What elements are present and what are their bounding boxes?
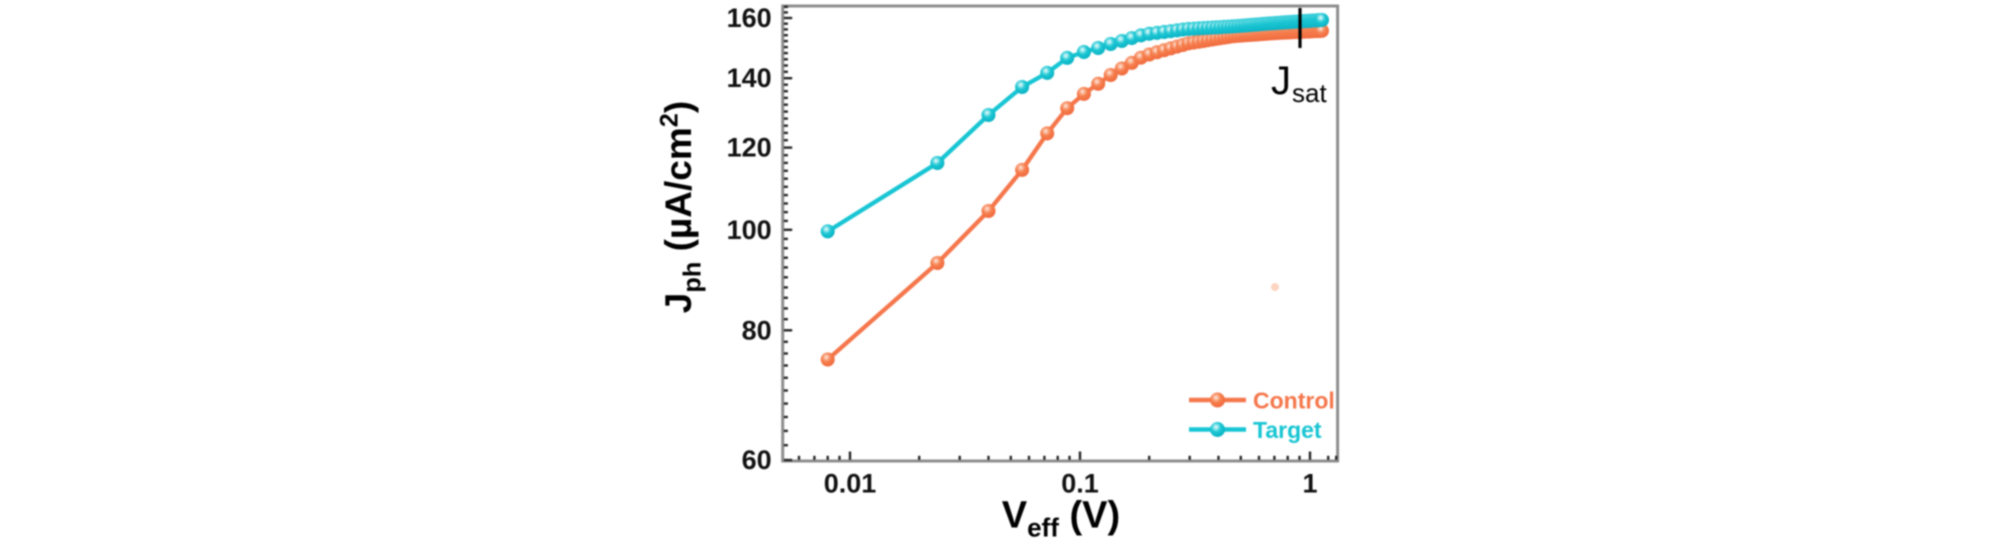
svg-text:1: 1 [1302,469,1317,499]
svg-text:eff: eff [1027,513,1059,543]
svg-text:): ) [658,101,699,113]
svg-text:(V): (V) [1070,495,1121,537]
svg-text:V: V [1002,495,1028,537]
svg-text:80: 80 [742,315,772,345]
svg-text:ph: ph [678,262,706,293]
svg-text:0.1: 0.1 [1061,469,1099,499]
svg-text:J: J [658,293,699,314]
svg-text:120: 120 [727,133,772,163]
svg-text:0.01: 0.01 [824,469,877,499]
svg-text:(µA/cm: (µA/cm [658,127,699,251]
svg-text:sat: sat [1292,78,1327,108]
svg-text:Control: Control [1253,388,1335,414]
svg-text:160: 160 [727,3,772,33]
svg-text:100: 100 [727,215,772,245]
svg-text:Target: Target [1253,417,1322,443]
svg-text:140: 140 [727,63,772,93]
svg-text:60: 60 [742,445,772,475]
svg-text:J: J [1271,59,1291,103]
svg-text:2: 2 [656,113,684,127]
